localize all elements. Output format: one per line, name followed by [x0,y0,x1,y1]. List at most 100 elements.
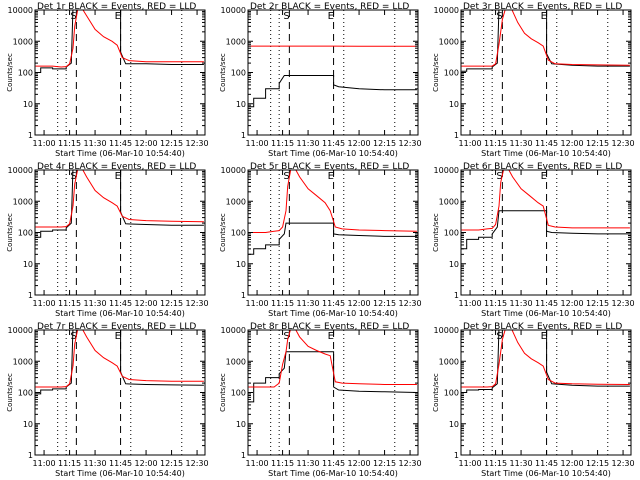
marker-label: S [496,331,502,342]
x-tick-label: 12:15 [586,139,609,148]
y-tick-label: 1000 [439,197,459,206]
plot-frame [34,329,206,456]
x-tick-label: 12:15 [160,299,183,308]
x-axis-label: Start Time (06-Mar-10 10:54:40) [481,149,611,158]
y-tick-label: 1000 [439,357,459,366]
panel-title: Det 8r BLACK = Events, RED = LLD [250,322,409,332]
y-tick-label: 10000 [434,166,459,175]
x-axis-label: Start Time (06-Mar-10 10:54:40) [55,149,185,158]
y-tick-label: 1 [241,451,246,460]
panel-title: Det 9r BLACK = Events, RED = LLD [463,322,622,332]
y-tick-label: 10000 [221,6,246,15]
x-tick-label: 12:00 [561,139,584,148]
x-tick-label: 12:15 [373,299,396,308]
x-tick-label: 11:15 [58,139,81,148]
marker-label: E [115,171,121,182]
x-tick-label: 11:00 [246,299,269,308]
plot-frame [460,329,632,456]
x-tick-label: 12:00 [135,459,158,468]
x-tick-label: 11:45 [322,139,345,148]
y-tick-label: 1000 [226,37,246,46]
y-tick-label: 10 [23,260,33,269]
y-tick-label: 10 [236,100,246,109]
marker-label: E [328,331,334,342]
events-series-line [461,330,630,393]
marker-label: E [541,11,547,22]
x-tick-label: 11:15 [484,299,507,308]
x-tick-label: 12:30 [399,299,422,308]
x-tick-label: 12:15 [160,459,183,468]
y-tick-label: 1000 [226,197,246,206]
x-tick-label: 12:00 [135,299,158,308]
y-tick-label: 1 [241,291,246,300]
plot-frame [34,9,206,136]
lld-series-line [248,170,417,233]
x-tick-label: 12:15 [373,139,396,148]
y-axis-label: Counts/sec [432,373,440,412]
y-tick-label: 10 [23,420,33,429]
x-tick-label: 11:30 [297,299,320,308]
y-tick-label: 10 [449,260,459,269]
x-axis-label: Start Time (06-Mar-10 10:54:40) [55,309,185,318]
x-tick-label: 12:30 [399,459,422,468]
x-tick-label: 12:30 [186,139,209,148]
x-tick-label: 11:30 [84,299,107,308]
x-tick-label: 12:30 [612,299,635,308]
y-tick-label: 1000 [439,37,459,46]
x-tick-label: 12:00 [561,299,584,308]
marker-label: E [541,331,547,342]
x-tick-label: 11:45 [322,459,345,468]
x-tick-label: 12:15 [373,459,396,468]
x-tick-label: 11:00 [459,459,482,468]
y-tick-label: 1 [28,291,33,300]
plot-frame [460,9,632,136]
x-tick-label: 12:00 [135,139,158,148]
x-tick-label: 12:00 [348,139,371,148]
x-tick-label: 12:30 [612,139,635,148]
x-tick-label: 11:00 [246,139,269,148]
y-tick-label: 10000 [434,6,459,15]
lld-series-line [461,330,630,388]
x-tick-label: 11:45 [535,459,558,468]
lld-series-line [248,330,417,388]
panel-title: Det 3r BLACK = Events, RED = LLD [463,2,622,12]
plot-frame [247,329,419,456]
x-axis-label: Start Time (06-Mar-10 10:54:40) [481,469,611,478]
plot-frame [247,169,419,296]
events-series-line [461,210,630,250]
marker-label: E [115,11,121,22]
y-tick-label: 10 [449,420,459,429]
events-series-line [248,75,417,108]
panel-title: Det 5r BLACK = Events, RED = LLD [250,162,409,172]
x-tick-label: 11:30 [84,459,107,468]
y-tick-label: 10000 [8,166,33,175]
y-axis-label: Counts/sec [6,373,14,412]
panel-title: Det 4r BLACK = Events, RED = LLD [37,162,196,172]
y-tick-label: 100 [444,229,459,238]
y-tick-label: 100 [18,69,33,78]
y-tick-label: 1000 [226,357,246,366]
x-tick-label: 11:00 [459,139,482,148]
y-tick-label: 100 [18,389,33,398]
y-tick-label: 10 [236,420,246,429]
x-tick-label: 12:15 [586,459,609,468]
x-tick-label: 12:15 [586,299,609,308]
x-tick-label: 11:00 [33,139,56,148]
x-tick-label: 11:30 [84,139,107,148]
panel-title: Det 2r BLACK = Events, RED = LLD [250,2,409,12]
y-tick-label: 100 [231,229,246,238]
x-tick-label: 11:15 [484,139,507,148]
x-axis-label: Start Time (06-Mar-10 10:54:40) [55,469,185,478]
marker-label: E [541,171,547,182]
marker-label: S [70,11,76,22]
panel-title: Det 7r BLACK = Events, RED = LLD [37,322,196,332]
events-series-line [461,10,630,72]
x-tick-label: 12:15 [160,139,183,148]
y-tick-label: 10 [449,100,459,109]
marker-label: S [283,171,289,182]
x-tick-label: 12:30 [612,459,635,468]
